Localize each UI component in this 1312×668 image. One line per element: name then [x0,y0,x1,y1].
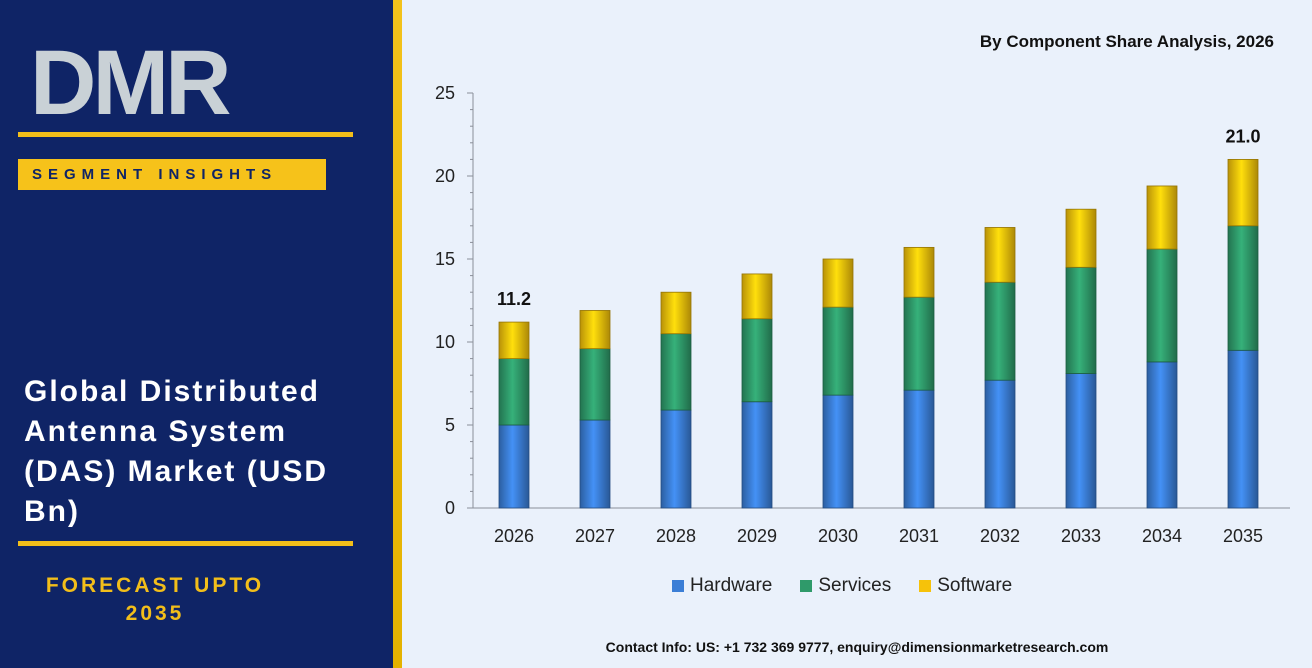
bar-services-2027 [579,348,611,421]
bar-software-2032 [984,227,1016,283]
x-tick-label-2033: 2033 [1061,526,1101,546]
bar-services-2028 [660,333,692,411]
bar-hardware-2027 [579,419,611,509]
bar-software-2033 [1065,208,1097,268]
bar-hardware-2029 [741,401,773,509]
x-tick-label-2035: 2035 [1223,526,1263,546]
bar-hardware-2031 [903,389,935,509]
bar-services-2033 [1065,266,1097,374]
chart-legend: Hardware Services Software [672,574,1092,598]
bar-software-2027 [579,310,611,350]
bottom-gold-rule [18,541,353,546]
x-tick-label-2034: 2034 [1142,526,1182,546]
bar-hardware-2035 [1227,349,1259,509]
dmr-logo: DMR [30,38,230,120]
bar-services-2034 [1146,248,1178,363]
bar-software-2035 [1227,158,1259,227]
legend-item-hardware: Hardware [672,575,772,597]
x-tick-label-2032: 2032 [980,526,1020,546]
left-panel: DMR SEGMENT INSIGHTS Global Distributed … [0,0,393,668]
y-tick-label: 15 [435,249,455,269]
bar-hardware-2032 [984,379,1016,509]
y-tick-label: 25 [435,83,455,103]
bar-services-2031 [903,296,935,391]
x-tick-label-2028: 2028 [656,526,696,546]
contact-info: Contact Info: US: +1 732 369 9777, enqui… [605,639,1109,655]
legend-label-software: Software [937,575,1013,596]
data-label-2026: 11.2 [497,289,531,309]
y-tick-label: 5 [445,415,455,435]
bar-services-2032 [984,281,1016,381]
bar-hardware-2034 [1146,361,1178,509]
bar-software-2031 [903,246,935,298]
bar-services-2029 [741,318,773,403]
legend-swatch-services [800,580,813,592]
x-tick-label-2031: 2031 [899,526,939,546]
report-title: Global Distributed Antenna System (DAS) … [24,375,329,528]
segment-insights-badge: SEGMENT INSIGHTS [18,159,326,190]
top-gold-rule [18,132,353,137]
bar-software-2034 [1146,185,1178,250]
bar-hardware-2026 [498,424,530,509]
forecast-label: FORECAST UPTO 2035 [45,574,265,625]
legend-swatch-hardware [672,580,684,592]
bar-software-2029 [741,273,773,320]
gold-divider [393,0,402,668]
x-tick-label-2026: 2026 [494,526,534,546]
bar-services-2035 [1227,225,1259,351]
bar-hardware-2030 [822,394,854,509]
bar-services-2026 [498,358,530,426]
bar-services-2030 [822,306,854,396]
bar-hardware-2028 [660,409,692,509]
data-label-2035: 21.0 [1225,126,1260,146]
x-tick-label-2030: 2030 [818,526,858,546]
legend-label-services: Services [818,575,892,596]
bar-hardware-2033 [1065,373,1097,509]
y-tick-label: 20 [435,166,455,186]
bar-software-2030 [822,258,854,308]
bar-software-2026 [498,321,530,359]
legend-item-services: Services [800,575,891,597]
chart-title: By Component Share Analysis, 2026 [979,32,1274,51]
x-tick-label-2027: 2027 [575,526,615,546]
y-tick-label: 0 [445,498,455,518]
x-tick-label-2029: 2029 [737,526,777,546]
bar-software-2028 [660,291,692,335]
logo-text: DMR [30,38,230,120]
legend-item-software: Software [919,575,1012,597]
y-tick-label: 10 [435,332,455,352]
legend-swatch-software [919,580,932,592]
legend-label-hardware: Hardware [690,575,773,596]
